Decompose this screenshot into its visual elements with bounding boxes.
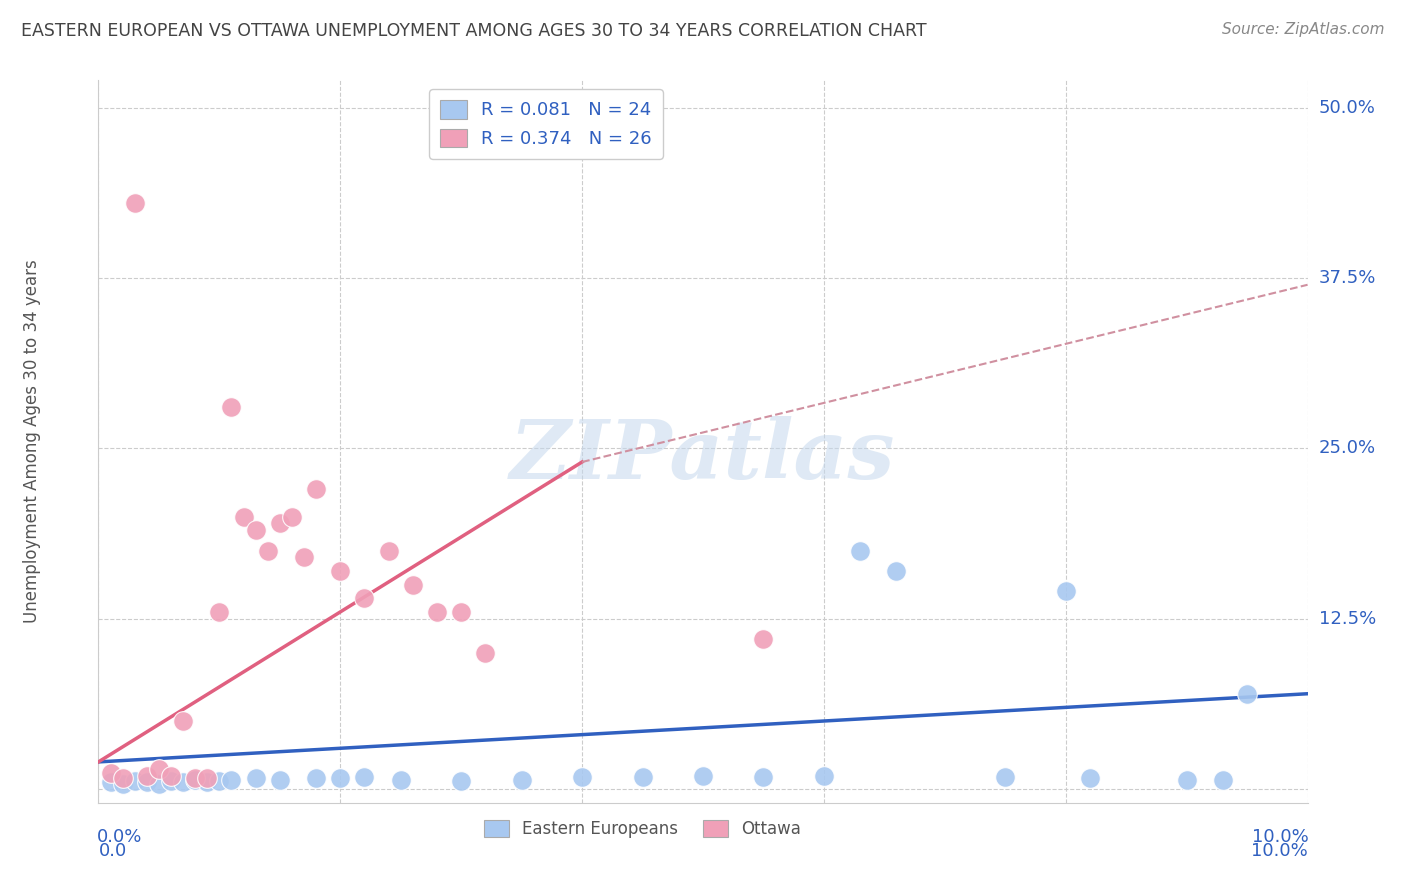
Point: [195, 771, 218, 785]
Point: [849, 543, 872, 558]
Point: [377, 543, 399, 558]
Text: Source: ZipAtlas.com: Source: ZipAtlas.com: [1222, 22, 1385, 37]
Point: [221, 401, 243, 415]
Legend: Eastern Europeans, Ottawa: Eastern Europeans, Ottawa: [477, 814, 808, 845]
Point: [100, 765, 122, 780]
Point: [329, 771, 352, 785]
Point: [208, 774, 231, 789]
Point: [752, 632, 775, 647]
Point: [184, 771, 207, 785]
Point: [813, 768, 835, 782]
Point: [1236, 687, 1258, 701]
Point: [124, 196, 146, 211]
Point: [450, 605, 472, 619]
Text: Unemployment Among Ages 30 to 34 years: Unemployment Among Ages 30 to 34 years: [22, 260, 41, 624]
Point: [111, 777, 134, 791]
Point: [124, 774, 146, 789]
Text: EASTERN EUROPEAN VS OTTAWA UNEMPLOYMENT AMONG AGES 30 TO 34 YEARS CORRELATION CH: EASTERN EUROPEAN VS OTTAWA UNEMPLOYMENT …: [21, 22, 927, 40]
Point: [100, 775, 122, 789]
Point: [692, 768, 714, 782]
Point: [994, 770, 1017, 784]
Point: [450, 774, 472, 789]
Text: 10.0%: 10.0%: [1251, 828, 1309, 847]
Point: [195, 775, 218, 789]
Text: ZIPatlas: ZIPatlas: [510, 416, 896, 496]
Point: [245, 771, 267, 785]
Point: [172, 775, 194, 789]
Point: [329, 564, 352, 578]
Point: [426, 605, 449, 619]
Point: [184, 772, 207, 787]
Text: 50.0%: 50.0%: [1319, 98, 1375, 117]
Text: 12.5%: 12.5%: [1319, 610, 1376, 628]
Point: [631, 770, 654, 784]
Point: [353, 591, 375, 606]
Point: [292, 550, 315, 565]
Point: [474, 646, 496, 660]
Point: [160, 768, 183, 782]
Point: [111, 771, 134, 785]
Point: [172, 714, 194, 728]
Point: [148, 762, 170, 776]
Point: [571, 770, 593, 784]
Point: [402, 577, 425, 591]
Text: 25.0%: 25.0%: [1319, 440, 1376, 458]
Point: [256, 543, 278, 558]
Point: [269, 516, 291, 531]
Point: [389, 772, 412, 787]
Point: [269, 772, 291, 787]
Point: [1175, 772, 1198, 787]
Text: 10.0%: 10.0%: [1251, 842, 1308, 860]
Point: [135, 768, 157, 782]
Point: [353, 770, 375, 784]
Point: [245, 523, 267, 537]
Point: [135, 775, 157, 789]
Point: [208, 605, 231, 619]
Point: [232, 509, 254, 524]
Point: [1078, 771, 1101, 785]
Point: [148, 777, 170, 791]
Point: [281, 509, 304, 524]
Point: [160, 774, 183, 789]
Text: 0.0: 0.0: [98, 842, 127, 860]
Point: [886, 564, 908, 578]
Point: [221, 772, 243, 787]
Text: 0.0%: 0.0%: [97, 828, 142, 847]
Text: 37.5%: 37.5%: [1319, 269, 1376, 287]
Point: [305, 482, 328, 496]
Point: [510, 772, 533, 787]
Point: [305, 771, 328, 785]
Point: [1212, 772, 1234, 787]
Point: [1054, 584, 1077, 599]
Point: [752, 770, 775, 784]
